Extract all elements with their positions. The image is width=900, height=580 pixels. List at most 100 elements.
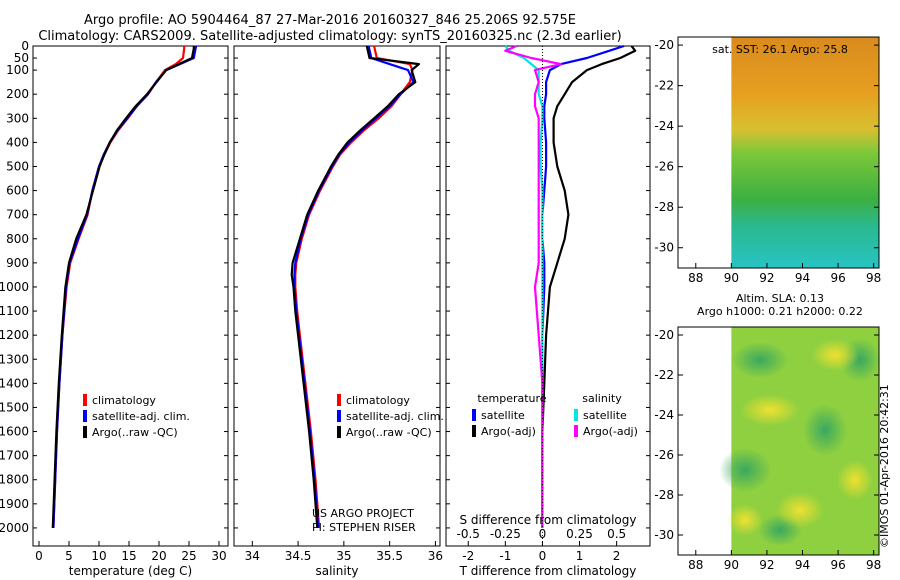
sla-header-2: Argo h1000: 0.21 h2000: 0.22 [697, 305, 863, 318]
y-tick-label: 300 [6, 111, 29, 125]
y-tick-label: -20 [654, 38, 674, 52]
legend-swatch [83, 426, 87, 438]
panel-frame [233, 45, 441, 547]
x-tick-label: 96 [830, 271, 845, 285]
sla-anomaly [732, 342, 788, 378]
project-label: US ARGO PROJECT [312, 507, 414, 520]
y-tick-label: -26 [654, 448, 674, 462]
x-tick-label: 88 [688, 558, 703, 572]
sla-anomaly [727, 504, 763, 536]
top-tick-label: -0.25 [490, 527, 521, 541]
map-panel-1: -20 -22 -24 -26 -28 -30 88 90 92 94 96 98 [654, 36, 881, 285]
y-tick-label: 1900 [0, 497, 29, 511]
y-tick-label: 1200 [0, 328, 29, 342]
y-tick-label: 200 [6, 87, 29, 101]
y-tick-label: 1500 [0, 400, 29, 414]
legend-label: climatology [346, 394, 410, 407]
x-tick-label: 94 [795, 558, 810, 572]
x-tick-label: 35 [336, 549, 351, 563]
y-tick-label: 1600 [0, 425, 29, 439]
sla-anomaly [803, 404, 847, 456]
x-tick-label: 90 [724, 271, 739, 285]
x-tick-label: 96 [830, 558, 845, 572]
y-tick-label: -20 [654, 328, 674, 342]
y-tick-label: -28 [654, 200, 674, 214]
profile-panel-0: 0501002003004005006007008009001000110012… [0, 39, 229, 578]
x-tick-label: 30 [211, 549, 226, 563]
map-frame [677, 326, 880, 556]
y-tick-label: 1100 [0, 304, 29, 318]
map-panel-2: -20 -22 -24 -26 -28 -30 88 90 92 94 96 98 [654, 326, 881, 572]
series-line-2 [541, 45, 637, 528]
y-tick-label: 900 [6, 256, 29, 270]
x-tick-label: 10 [91, 549, 106, 563]
legend-swatch [83, 410, 87, 422]
x-tick-label: 90 [724, 558, 739, 572]
series-line-4 [504, 44, 563, 528]
legend-label: Argo(..raw -QC) [92, 426, 178, 439]
x-tick-label: 0 [35, 549, 43, 563]
y-tick-label: -28 [654, 488, 674, 502]
legend-label: satellite [481, 409, 525, 422]
y-tick-label: 2000 [0, 521, 29, 535]
y-tick-label: -26 [654, 160, 674, 174]
x-tick-label: 92 [759, 271, 774, 285]
legend-group-title: temperature [477, 392, 546, 405]
y-tick-label: -24 [654, 119, 674, 133]
x-tick-label: 15 [121, 549, 136, 563]
legend-label: satellite [583, 409, 627, 422]
y-tick-label: -22 [654, 79, 674, 93]
legend-label: Argo(-adj) [481, 425, 536, 438]
sla-anomaly [837, 460, 873, 500]
legend-swatch [337, 410, 341, 422]
plot-title-line1: Argo profile: AO 5904464_87 27-Mar-2016 … [83, 13, 577, 28]
legend-label: Argo(..raw -QC) [346, 426, 432, 439]
sla-anomaly [776, 492, 824, 528]
legend-swatch [472, 409, 476, 421]
x-axis-label: T difference from climatology [459, 564, 637, 578]
y-tick-label: 1300 [0, 352, 29, 366]
top-axis-label: S difference from climatology [460, 513, 637, 527]
y-tick-label: -30 [654, 241, 674, 255]
panel-frame [32, 45, 229, 547]
sla-anomaly [740, 394, 800, 426]
y-tick-label: 1000 [0, 280, 29, 294]
x-tick-label: 25 [181, 549, 196, 563]
legend-swatch [472, 425, 476, 437]
x-tick-label: 0 [539, 549, 547, 563]
y-tick-label: 600 [6, 184, 29, 198]
legend-group-title: salinity [582, 392, 622, 405]
top-tick-label: -0.5 [457, 527, 480, 541]
legend-swatch [337, 394, 341, 406]
x-tick-label: -2 [462, 549, 474, 563]
y-tick-label: -24 [654, 408, 674, 422]
y-tick-label: 1400 [0, 376, 29, 390]
x-tick-label: 98 [866, 558, 881, 572]
x-tick-label: 35.5 [376, 549, 403, 563]
x-tick-label: 94 [795, 271, 810, 285]
legend-swatch [83, 394, 87, 406]
x-tick-label: 36 [428, 549, 443, 563]
profile-panel-1: 34 34.5 35 35.5 36 salinity climatology satelli… [233, 45, 444, 578]
x-tick-label: 20 [151, 549, 166, 563]
x-tick-label: 5 [65, 549, 73, 563]
x-tick-label: 34 [245, 549, 260, 563]
y-tick-label: -22 [654, 368, 674, 382]
y-tick-label: 0 [21, 39, 29, 53]
legend-swatch [337, 426, 341, 438]
y-tick-label: 500 [6, 159, 29, 173]
legend-label: satellite-adj. clim. [346, 410, 444, 423]
top-tick-label: 0.5 [607, 527, 626, 541]
y-tick-label: 1700 [0, 449, 29, 463]
y-tick-label: 700 [6, 208, 29, 222]
pi-label: PI: STEPHEN RISER [312, 521, 416, 534]
y-tick-label: 50 [14, 51, 29, 65]
map-frame [677, 36, 880, 269]
x-tick-label: 1 [576, 549, 584, 563]
y-tick-label: 1800 [0, 473, 29, 487]
legend-swatch [574, 409, 578, 421]
x-axis-label: salinity [315, 564, 358, 578]
top-tick-label: 0 [539, 527, 547, 541]
legend-swatch [574, 425, 578, 437]
